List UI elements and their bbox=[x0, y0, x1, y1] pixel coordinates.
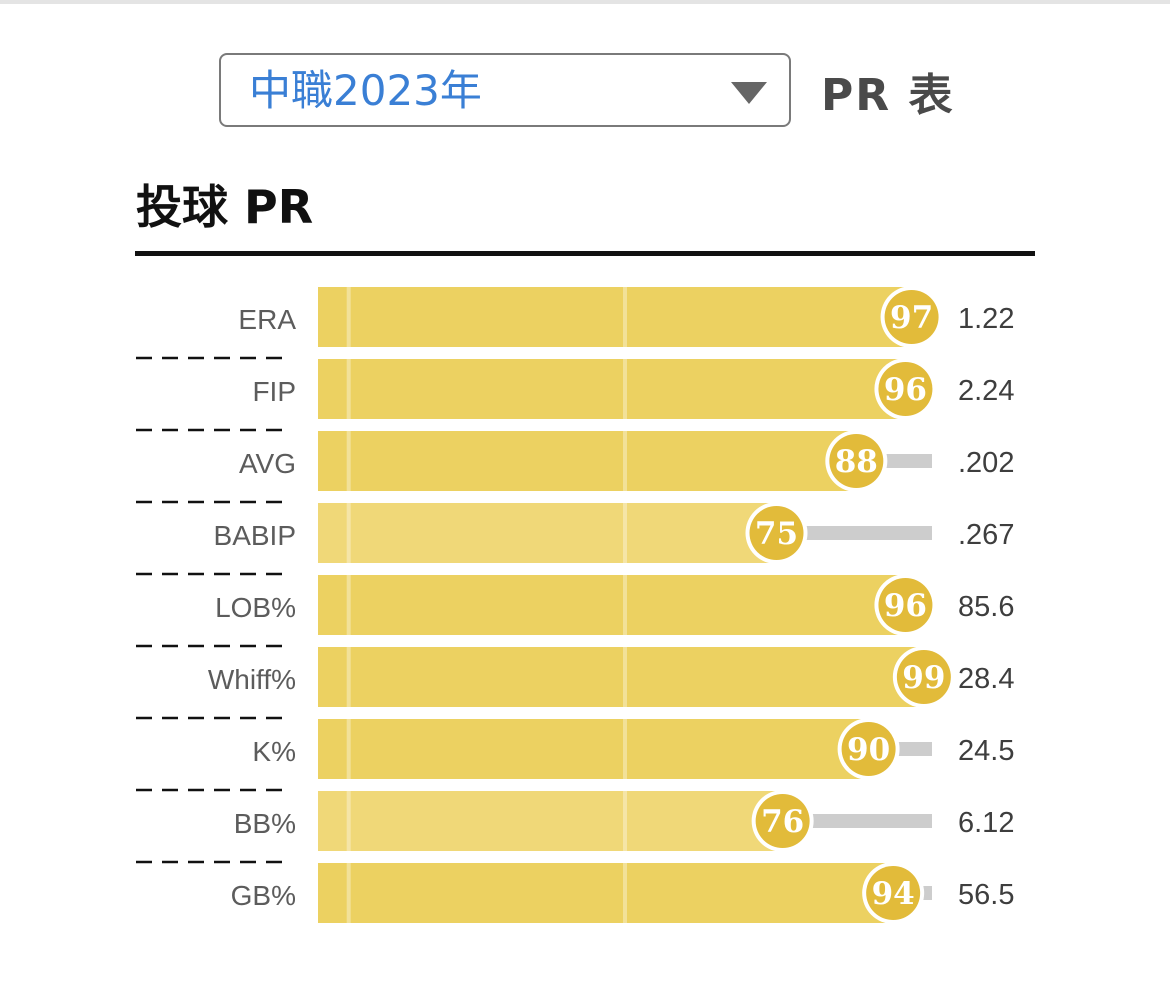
stat-value: 85.6 bbox=[958, 591, 1014, 623]
stat-value: 24.5 bbox=[958, 735, 1014, 767]
reference-line bbox=[623, 791, 627, 851]
bar bbox=[318, 719, 871, 779]
bar-row-babip: 75 BABIP .267 bbox=[136, 502, 1014, 576]
category-label: BABIP bbox=[214, 520, 296, 551]
badge bbox=[884, 290, 939, 344]
bar bbox=[318, 791, 785, 851]
percentile-label: 94 bbox=[872, 876, 915, 912]
category-label: GB% bbox=[231, 880, 296, 911]
top-divider bbox=[0, 0, 1170, 4]
reference-line bbox=[346, 503, 351, 563]
bar bbox=[318, 863, 896, 923]
stat-value: 1.22 bbox=[958, 303, 1014, 335]
category-label: ERA bbox=[238, 304, 296, 335]
percentile-label: 76 bbox=[761, 804, 804, 840]
category-label: LOB% bbox=[215, 592, 296, 623]
percentile-label: 90 bbox=[847, 732, 890, 768]
bar bbox=[318, 575, 908, 635]
category-label: FIP bbox=[252, 376, 296, 407]
season-select-value: 中職2023年 bbox=[249, 66, 482, 115]
badge bbox=[829, 434, 884, 488]
percentile-label: 96 bbox=[884, 372, 927, 408]
reference-line bbox=[623, 863, 627, 923]
bar-row-fip: 96 FIP 2.24 bbox=[136, 358, 1014, 432]
category-label: K% bbox=[252, 736, 296, 767]
reference-line bbox=[623, 575, 627, 635]
badge bbox=[896, 650, 951, 704]
reference-line bbox=[346, 287, 351, 347]
stat-value: 28.4 bbox=[958, 663, 1014, 695]
stat-value: 2.24 bbox=[958, 375, 1014, 407]
reference-line bbox=[623, 719, 627, 779]
section-divider bbox=[135, 251, 1035, 256]
stat-value: 56.5 bbox=[958, 879, 1014, 911]
bar-row-k-pct: 90 K% 24.5 bbox=[136, 718, 1014, 792]
badge bbox=[878, 362, 933, 416]
reference-line bbox=[346, 863, 351, 923]
category-label: AVG bbox=[239, 448, 296, 479]
reference-line bbox=[346, 359, 351, 419]
percentile-label: 96 bbox=[884, 588, 927, 624]
reference-line bbox=[623, 359, 627, 419]
stat-value: .267 bbox=[958, 519, 1014, 551]
category-label: BB% bbox=[234, 808, 296, 839]
stat-value: .202 bbox=[958, 447, 1014, 479]
reference-line bbox=[623, 287, 627, 347]
bar-row-whiff-pct: 99 Whiff% 28.4 bbox=[136, 646, 1014, 720]
reference-line bbox=[346, 575, 351, 635]
reference-line bbox=[623, 647, 627, 707]
bar-row-lob-pct: 96 LOB% 85.6 bbox=[136, 574, 1014, 648]
bar-row-gb-pct: 94 GB% 56.5 bbox=[231, 862, 1014, 924]
badge bbox=[866, 866, 921, 920]
bar-row-era: 97 ERA 1.22 bbox=[136, 286, 1014, 360]
percentile-label: 97 bbox=[890, 300, 933, 336]
percentile-label: 88 bbox=[835, 444, 878, 480]
bar bbox=[318, 647, 926, 707]
reference-line bbox=[623, 431, 627, 491]
remaining-track bbox=[778, 526, 932, 540]
reference-line bbox=[346, 719, 351, 779]
badge bbox=[841, 722, 896, 776]
percentile-label: 99 bbox=[902, 660, 945, 696]
bar-row-bb-pct: 76 BB% 6.12 bbox=[136, 790, 1014, 864]
reference-line bbox=[623, 503, 627, 563]
season-select[interactable]: 中職2023年 bbox=[219, 53, 791, 127]
bar bbox=[318, 431, 859, 491]
bar bbox=[318, 287, 914, 347]
section-title: 投球 PR bbox=[136, 180, 314, 234]
stat-value: 6.12 bbox=[958, 807, 1014, 839]
category-label: Whiff% bbox=[208, 664, 296, 695]
table-label: PR 表 bbox=[821, 70, 955, 121]
bar-row-avg: 88 AVG .202 bbox=[136, 430, 1014, 504]
badge bbox=[878, 578, 933, 632]
percentile-label: 75 bbox=[755, 516, 798, 552]
bar bbox=[318, 359, 908, 419]
reference-line bbox=[346, 791, 351, 851]
bar bbox=[318, 503, 779, 563]
remaining-track bbox=[784, 814, 932, 828]
chevron-down-icon[interactable] bbox=[731, 82, 767, 104]
reference-line bbox=[346, 431, 351, 491]
reference-line bbox=[346, 647, 351, 707]
badge bbox=[749, 506, 804, 560]
badge bbox=[755, 794, 810, 848]
